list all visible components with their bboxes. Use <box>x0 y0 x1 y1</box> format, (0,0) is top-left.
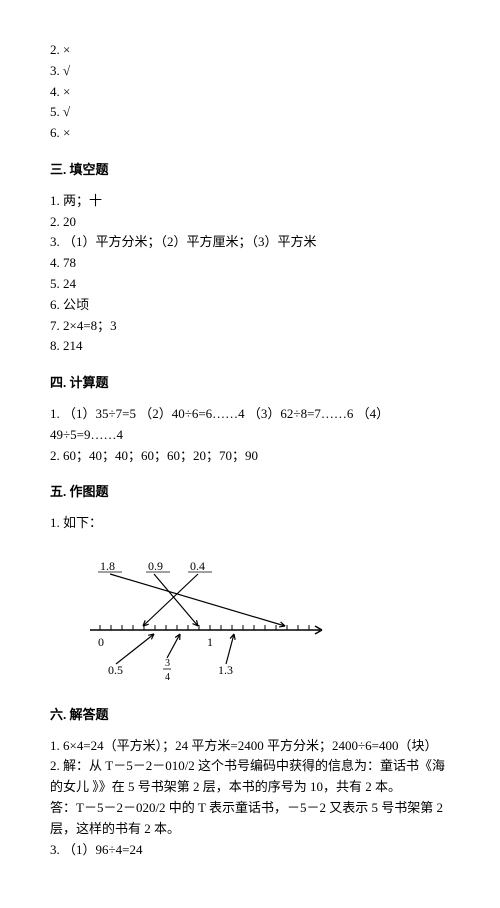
fill-item: 8. 214 <box>50 336 450 357</box>
svg-text:1.3: 1.3 <box>218 663 233 677</box>
svg-text:0.9: 0.9 <box>148 559 163 573</box>
svg-text:1: 1 <box>207 635 213 649</box>
fill-item: 3. （1）平方分米；（2）平方厘米；（3）平方米 <box>50 232 450 253</box>
answer-line: 4. × <box>50 82 450 103</box>
section4-title: 四. 计算题 <box>50 373 450 394</box>
solve-item: 1. 6×4=24（平方米）；24 平方米=2400 平方分米；2400÷6=4… <box>50 736 450 757</box>
section6-title: 六. 解答题 <box>50 705 450 726</box>
draw-item: 1. 如下： <box>50 513 450 534</box>
fill-item: 4. 78 <box>50 253 450 274</box>
section5-title: 五. 作图题 <box>50 482 450 503</box>
section5-body: 1. 如下： <box>50 513 450 534</box>
top-answers: 2. × 3. √ 4. × 5. √ 6. × <box>50 40 450 144</box>
calc-item: 1. （1）35÷7=5 （2）40÷6=6……4 （3）62÷8=7……6 （… <box>50 404 450 446</box>
section3-body: 1. 两；十 2. 20 3. （1）平方分米；（2）平方厘米；（3）平方米 4… <box>50 191 450 357</box>
svg-text:0.5: 0.5 <box>108 663 123 677</box>
section4-body: 1. （1）35÷7=5 （2）40÷6=6……4 （3）62÷8=7……6 （… <box>50 404 450 466</box>
svg-text:4: 4 <box>165 672 170 682</box>
solve-item: 2. 解：从 T－5－2－010/2 这个书号编码中获得的信息为：童话书《海的女… <box>50 756 450 798</box>
number-line-svg: 0 1 1.8 0.9 0.4 0.5 3 4 1.3 <box>70 552 330 682</box>
number-line-diagram: 0 1 1.8 0.9 0.4 0.5 3 4 1.3 <box>70 552 450 689</box>
answer-line: 2. × <box>50 40 450 61</box>
solve-item: 3. （1）96÷4=24 <box>50 840 450 861</box>
fill-item: 7. 2×4=8；3 <box>50 316 450 337</box>
section6-body: 1. 6×4=24（平方米）；24 平方米=2400 平方分米；2400÷6=4… <box>50 736 450 861</box>
section3-title: 三. 填空题 <box>50 160 450 181</box>
svg-text:0: 0 <box>98 635 104 649</box>
svg-text:1.8: 1.8 <box>100 559 115 573</box>
solve-item: 答：T－5－2－020/2 中的 T 表示童话书，－5－2 又表示 5 号书架第… <box>50 798 450 840</box>
fill-item: 1. 两；十 <box>50 191 450 212</box>
svg-text:3: 3 <box>165 658 170 669</box>
fill-item: 6. 公顷 <box>50 295 450 316</box>
answer-line: 5. √ <box>50 102 450 123</box>
fill-item: 2. 20 <box>50 212 450 233</box>
calc-item: 2. 60；40；40；60；60；20；70；90 <box>50 446 450 467</box>
answer-line: 6. × <box>50 123 450 144</box>
svg-text:0.4: 0.4 <box>190 559 205 573</box>
answer-line: 3. √ <box>50 61 450 82</box>
fill-item: 5. 24 <box>50 274 450 295</box>
